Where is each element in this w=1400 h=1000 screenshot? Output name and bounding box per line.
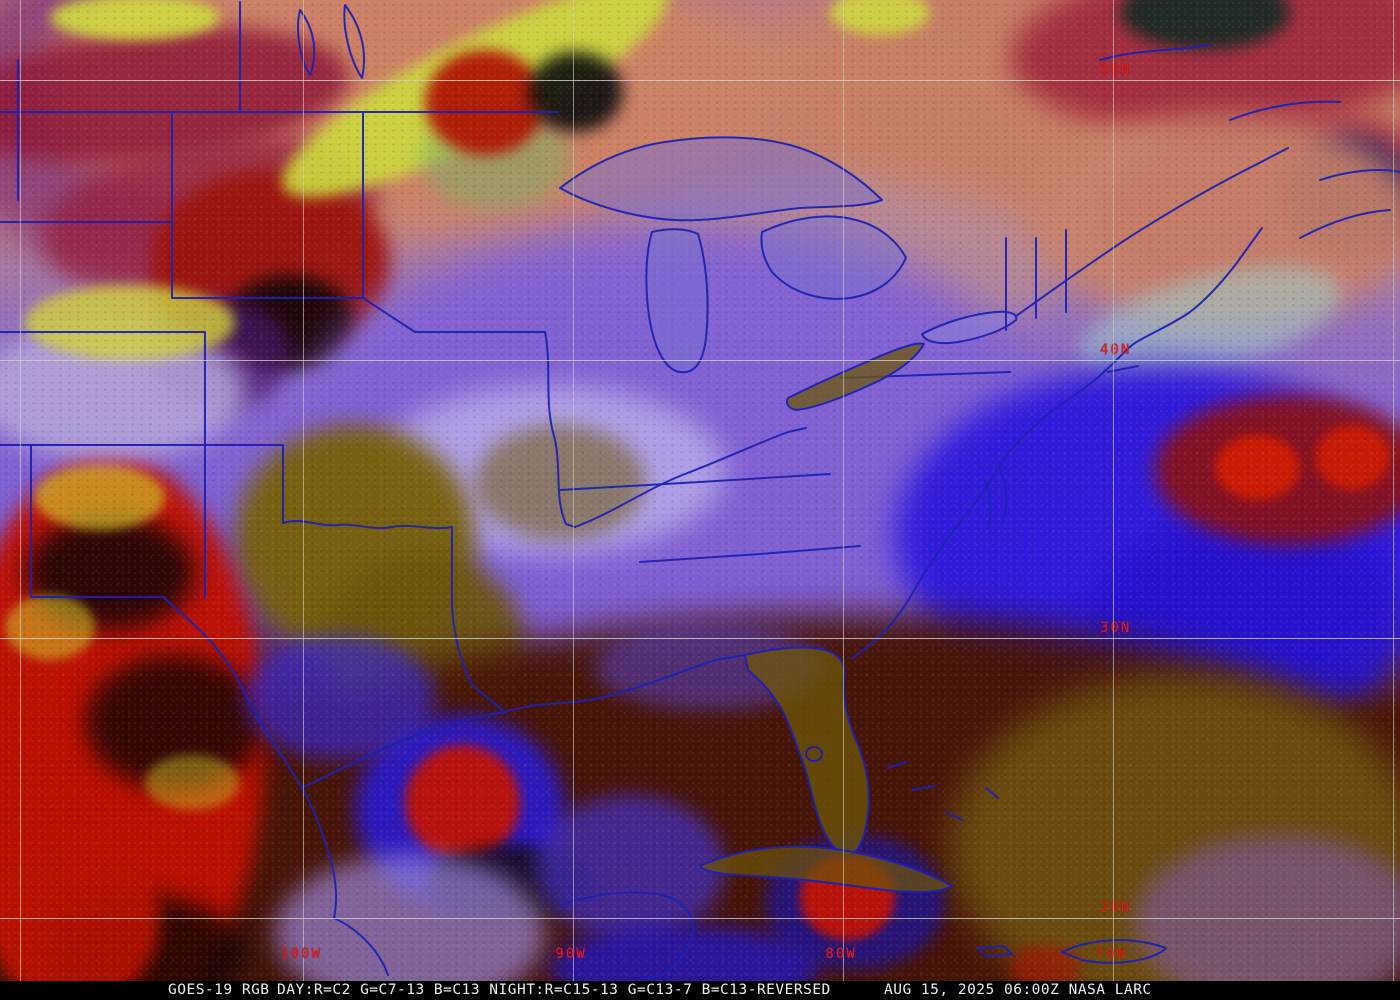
st-lawrence-river bbox=[1015, 147, 1289, 317]
lake-michigan bbox=[645, 228, 709, 374]
jamaica-outline bbox=[977, 945, 1013, 957]
blob-black-north-center bbox=[528, 52, 623, 132]
blob-yellow-top-b bbox=[830, 0, 930, 35]
blob-caribbean-red bbox=[1010, 945, 1080, 981]
longitude-gridline-90W bbox=[573, 0, 574, 981]
lake-huron bbox=[760, 215, 907, 300]
appalachian-state-lines bbox=[559, 473, 861, 563]
new-mexico-borders bbox=[30, 444, 206, 598]
texas-gulf-coast bbox=[301, 711, 506, 789]
caption-product: GOES-19 RGB bbox=[168, 982, 270, 998]
longitude-gridline-70W bbox=[1113, 0, 1114, 981]
colorado-borders bbox=[0, 331, 206, 446]
blob-yellow-west-3 bbox=[145, 755, 240, 810]
canadian-rivers bbox=[1099, 43, 1341, 121]
longitude-label-80W: 80W bbox=[825, 946, 857, 962]
longitude-gridline-80W bbox=[843, 0, 844, 981]
caption-bar: GOES-19 RGB DAY:R=C2 G=C7-13 B=C13 NIGHT… bbox=[0, 981, 1400, 1000]
longitude-gridline-100W bbox=[303, 0, 304, 981]
latitude-label-30N: 30N bbox=[1100, 620, 1132, 636]
lake-okeechobee bbox=[805, 746, 823, 762]
latitude-gridline-40N bbox=[0, 360, 1400, 361]
bahamas-islands bbox=[887, 761, 999, 821]
caption-rgb-recipe: DAY:R=C2 G=C7-13 B=C13 NIGHT:R=C15-13 G=… bbox=[277, 982, 831, 998]
atlantic-coast bbox=[851, 227, 1263, 659]
chesapeake-bay bbox=[984, 469, 1008, 529]
caption-timestamp: AUG 15, 2025 06:00Z NASA LARC bbox=[884, 982, 1152, 998]
blob-red-north-center bbox=[425, 50, 545, 155]
latitude-gridline-20N bbox=[0, 918, 1400, 919]
yucatan-outline bbox=[559, 891, 694, 979]
lake-superior bbox=[559, 136, 883, 222]
latitude-gridline-30N bbox=[0, 638, 1400, 639]
longitude-gridline-20 bbox=[20, 0, 21, 981]
mississippi-river bbox=[544, 331, 576, 528]
longitude-label-90W: 90W bbox=[555, 946, 587, 962]
dakota-borders bbox=[171, 111, 416, 333]
latitude-label-40N: 40N bbox=[1100, 342, 1132, 358]
blob-redspot-east-2 bbox=[1315, 425, 1390, 490]
blob-olive-midsouth bbox=[475, 425, 645, 540]
blob-black-west-2 bbox=[85, 655, 265, 790]
blob-redspot-east-1 bbox=[1215, 435, 1300, 500]
blob-gulf-cloud-2 bbox=[245, 635, 435, 760]
texas-east-border bbox=[451, 526, 506, 713]
longitude-label-100W: 100W bbox=[280, 946, 322, 962]
cuba-outline bbox=[699, 845, 953, 894]
blob-se-purple-specks bbox=[1135, 835, 1400, 981]
blob-gulf-cloud-1 bbox=[535, 795, 725, 940]
longitude-label-70W: 70W bbox=[1095, 946, 1127, 962]
ohio-river bbox=[574, 427, 807, 528]
mexico-coast bbox=[333, 917, 389, 976]
montana-borders bbox=[0, 59, 173, 223]
blob-yellow-west-1 bbox=[35, 465, 165, 530]
blob-storm-texascoast-red bbox=[405, 745, 520, 860]
manitoba-lakes bbox=[297, 4, 366, 79]
latitude-label-20N: 20N bbox=[1100, 900, 1132, 916]
latitude-label-50N: 50N bbox=[1100, 62, 1132, 78]
longitude-gridline-1393 bbox=[1393, 0, 1394, 981]
rio-grande bbox=[162, 596, 338, 919]
gulf-coast-east bbox=[504, 654, 746, 713]
red-river-border bbox=[282, 520, 453, 530]
texas-panhandle bbox=[204, 444, 284, 524]
blob-red-bottomleft bbox=[0, 835, 160, 981]
new-england-borders bbox=[1005, 229, 1067, 331]
hispaniola-outline bbox=[1061, 939, 1167, 964]
latitude-gridline-50N bbox=[0, 80, 1400, 81]
lake-ontario bbox=[921, 310, 1018, 345]
blob-yellow-top-a bbox=[50, 0, 220, 40]
